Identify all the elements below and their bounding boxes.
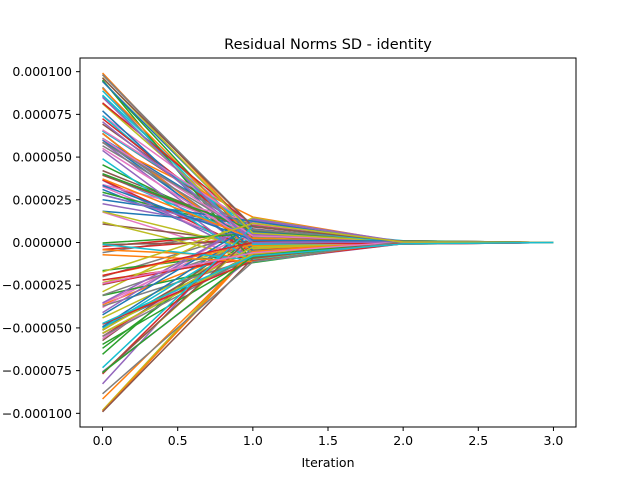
x-tick-label: 1.0 — [243, 433, 263, 448]
y-tick-label: 0.000100 — [12, 64, 72, 79]
series-lines — [101, 72, 554, 413]
x-tick-label: 3.0 — [544, 433, 564, 448]
x-tick-label: 0.0 — [93, 433, 113, 448]
x-axis-label: Iteration — [301, 455, 354, 470]
y-tick-label: 0.000050 — [12, 150, 72, 165]
x-axis: 0.0 0.5 1.0 1.5 2.0 2.5 3.0 — [93, 427, 564, 448]
y-tick-label: 0.000075 — [12, 107, 72, 122]
chart-title: Residual Norms SD - identity — [224, 37, 432, 53]
y-tick-label: −0.000075 — [2, 363, 72, 378]
y-tick-label: −0.000100 — [2, 406, 72, 421]
x-tick-label: 1.5 — [318, 433, 338, 448]
series-line-118 — [102, 222, 554, 273]
y-tick-label: 0.000025 — [12, 192, 72, 207]
series-line-119 — [102, 241, 554, 325]
y-axis: 0.000100 0.000075 0.000050 0.000025 0.000000… — [2, 64, 80, 421]
x-tick-label: 2.5 — [468, 433, 488, 448]
x-tick-label: 2.0 — [393, 433, 413, 448]
y-tick-label: −0.000025 — [2, 278, 72, 293]
y-tick-label: −0.000050 — [2, 320, 72, 335]
y-tick-label: 0.000000 — [12, 235, 72, 250]
x-tick-label: 0.5 — [168, 433, 188, 448]
